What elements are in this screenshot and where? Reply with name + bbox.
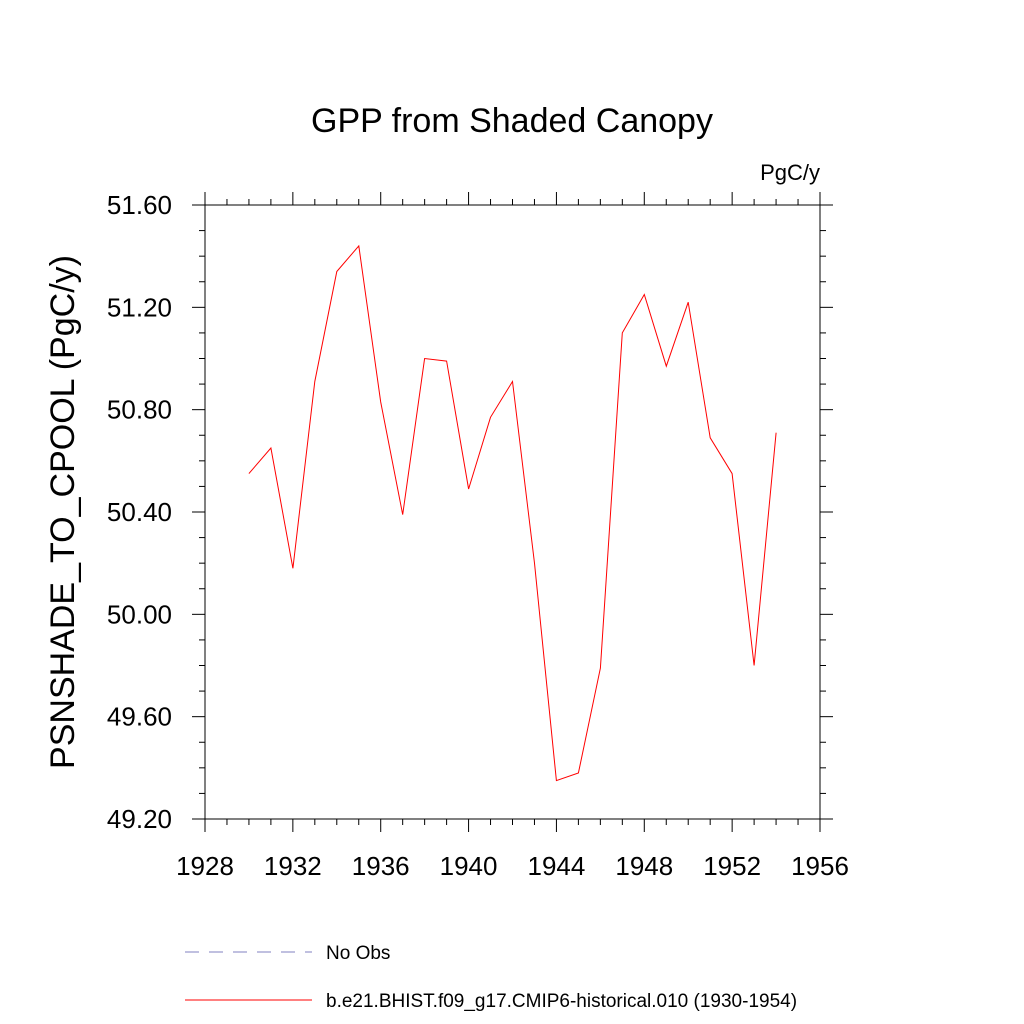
- x-tick-label: 1936: [352, 851, 410, 881]
- plot-frame: [204, 204, 821, 820]
- series-line: [248, 244, 777, 782]
- x-tick-label: 1952: [703, 851, 761, 881]
- y-tick-label: 50.80: [107, 395, 172, 425]
- y-tick-label: 50.00: [107, 599, 172, 629]
- x-tick-label: 1932: [264, 851, 322, 881]
- chart-title: GPP from Shaded Canopy: [311, 102, 713, 140]
- y-tick-label: 51.60: [107, 190, 172, 220]
- x-tick-label: 1948: [615, 851, 673, 881]
- x-tick-label: 1940: [440, 851, 498, 881]
- y-tick-label: 49.20: [107, 804, 172, 834]
- legend-label-model: b.e21.BHIST.f09_g17.CMIP6-historical.010…: [326, 991, 797, 1012]
- x-tick-label: 1944: [528, 851, 586, 881]
- y-tick-label: 50.40: [107, 497, 172, 527]
- y-axis-label: PSNSHADE_TO_CPOOL (PgC/y): [44, 255, 82, 769]
- x-tick-labels: 1928 1932 1936 1940 1944 1948 1952 1956: [176, 851, 849, 881]
- legend-label-no-obs: No Obs: [326, 943, 390, 964]
- axis-ticks: [192, 192, 833, 832]
- y-tick-label: 51.20: [107, 292, 172, 322]
- x-tick-label: 1956: [791, 851, 849, 881]
- y-tick-labels: 49.20 49.60 50.00 50.40 50.80 51.20 51.60: [107, 190, 172, 834]
- units-label: PgC/y: [760, 160, 820, 185]
- y-tick-label: 49.60: [107, 702, 172, 732]
- x-tick-label: 1928: [176, 851, 234, 881]
- legend: No Obs b.e21.BHIST.f09_g17.CMIP6-histori…: [185, 943, 797, 1012]
- series-layer: [248, 244, 777, 782]
